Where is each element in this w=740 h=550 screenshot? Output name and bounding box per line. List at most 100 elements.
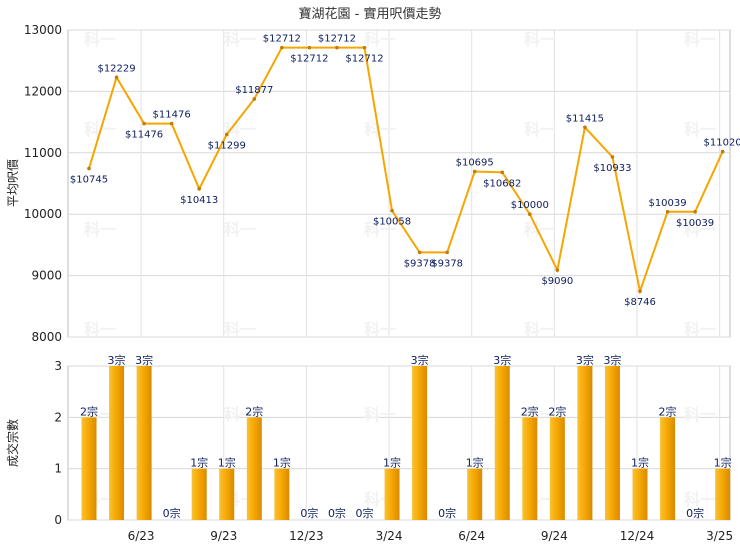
watermark-text: 科一 xyxy=(684,490,716,509)
x-tick-label: 3/25 xyxy=(706,529,733,543)
price-label: $12229 xyxy=(97,63,135,74)
volume-label: 3宗 xyxy=(411,353,429,367)
price-point xyxy=(472,169,477,174)
price-line xyxy=(87,45,725,295)
volume-bars: 2宗 3宗 3宗 0宗 1宗 1宗 2宗 1宗 0宗 0宗 0宗 1宗 3宗 0宗 1宗 3宗 2宗 2宗 3宗 3宗… xyxy=(80,353,732,520)
watermark-text: 科一 xyxy=(84,320,116,339)
volume-axis-label: 成交宗數 xyxy=(5,419,20,467)
x-tick-label: 12/23 xyxy=(289,529,324,543)
x-tick-label: 9/24 xyxy=(541,529,568,543)
volume-tick-label: 3 xyxy=(54,359,62,373)
volume-bar xyxy=(467,468,483,520)
volume-label: 2宗 xyxy=(245,404,263,418)
x-tick-label: 6/24 xyxy=(458,529,485,543)
volume-label: 1宗 xyxy=(714,456,732,470)
price-point xyxy=(693,210,697,214)
price-point xyxy=(362,45,367,50)
price-point xyxy=(280,45,284,50)
watermark-text: 科一 xyxy=(364,220,396,239)
volume-bar xyxy=(191,468,207,520)
volume-label: 2宗 xyxy=(80,404,98,418)
data-labels: $10745 $12229 $11476 $11476 $10413 $11299 $118… xyxy=(70,34,740,309)
watermark-text: 科一 xyxy=(364,120,396,139)
price-label: $11476 xyxy=(125,130,163,141)
volume-tick-label: 2 xyxy=(54,410,62,424)
watermark-text: 科一 xyxy=(524,320,556,339)
price-label: $12712 xyxy=(263,34,301,45)
volume-bar xyxy=(715,468,731,520)
price-label: $10039 xyxy=(648,198,686,209)
price-point xyxy=(555,268,560,272)
volume-bar xyxy=(549,417,565,520)
price-point xyxy=(720,149,725,154)
price-label: $11299 xyxy=(208,140,246,151)
volume-label: 1宗 xyxy=(273,456,291,470)
price-point xyxy=(169,121,174,126)
watermark-text: 科一 xyxy=(224,220,256,239)
volume-label: 3宗 xyxy=(603,353,621,367)
price-label: $10682 xyxy=(483,178,521,189)
volume-tick-label: 1 xyxy=(54,462,62,476)
watermark-text: 科一 xyxy=(224,320,256,339)
price-point xyxy=(583,125,587,130)
price-label: $12712 xyxy=(318,34,356,45)
watermark-text: 科一 xyxy=(524,120,556,139)
watermark-text: 科一 xyxy=(224,30,256,49)
price-tick-label: 8000 xyxy=(31,330,62,344)
volume-bar xyxy=(577,366,593,520)
price-label: $11877 xyxy=(235,85,273,96)
volume-bar xyxy=(384,468,400,520)
price-label: $9378 xyxy=(404,258,436,269)
x-tick-label: 3/24 xyxy=(376,529,403,543)
price-label: $11476 xyxy=(153,110,191,121)
price-label: $10695 xyxy=(456,158,494,169)
volume-bar xyxy=(109,366,125,520)
volume-bar xyxy=(136,366,152,520)
x-tick-label: 9/23 xyxy=(210,529,237,543)
price-label: $10933 xyxy=(593,163,631,174)
x-tick-label: 12/24 xyxy=(620,529,655,543)
watermark-text: 科一 xyxy=(364,30,396,49)
price-label: $10000 xyxy=(511,200,549,211)
price-label: $11020 xyxy=(704,138,740,149)
price-point xyxy=(638,289,642,293)
watermark-text: 科一 xyxy=(364,405,396,424)
axes: 8000 9000 10000 11000 12000 13000 0 1 2 3 6/23 9/23… xyxy=(24,23,733,543)
price-point xyxy=(252,97,257,101)
watermark-text: 科一 xyxy=(684,405,716,424)
volume-label: 0宗 xyxy=(438,506,456,520)
x-tick-label: 6/23 xyxy=(128,529,155,543)
volume-bar xyxy=(632,468,648,520)
watermark-text: 科一 xyxy=(524,220,556,239)
price-point xyxy=(197,187,201,191)
price-point xyxy=(87,166,91,171)
volume-label: 0宗 xyxy=(356,506,374,520)
price-point xyxy=(390,208,394,213)
volume-label: 3宗 xyxy=(493,353,511,367)
volume-bar xyxy=(522,417,538,520)
price-point xyxy=(335,45,339,50)
volume-label: 3宗 xyxy=(135,353,153,367)
watermark-text: 科一 xyxy=(84,30,116,49)
price-tick-label: 12000 xyxy=(24,84,62,98)
price-label: $9090 xyxy=(541,276,573,287)
price-tick-label: 9000 xyxy=(31,269,62,283)
price-point xyxy=(224,132,229,137)
price-plot-area xyxy=(67,29,731,338)
watermark-text: 科一 xyxy=(684,320,716,339)
price-label: $9378 xyxy=(431,258,463,269)
price-grid xyxy=(67,29,731,338)
price-point xyxy=(114,75,119,80)
watermark-text: 科一 xyxy=(524,30,556,49)
volume-label: 0宗 xyxy=(300,506,318,520)
volume-label: 3宗 xyxy=(576,353,594,367)
watermark-text: 科一 xyxy=(84,220,116,239)
watermark-text: 科一 xyxy=(684,120,716,139)
price-point xyxy=(665,210,670,214)
volume-bar xyxy=(219,468,235,520)
price-tick-label: 11000 xyxy=(24,146,62,160)
price-point xyxy=(610,155,615,159)
volume-bar xyxy=(494,366,510,520)
price-label: $11415 xyxy=(566,113,604,124)
